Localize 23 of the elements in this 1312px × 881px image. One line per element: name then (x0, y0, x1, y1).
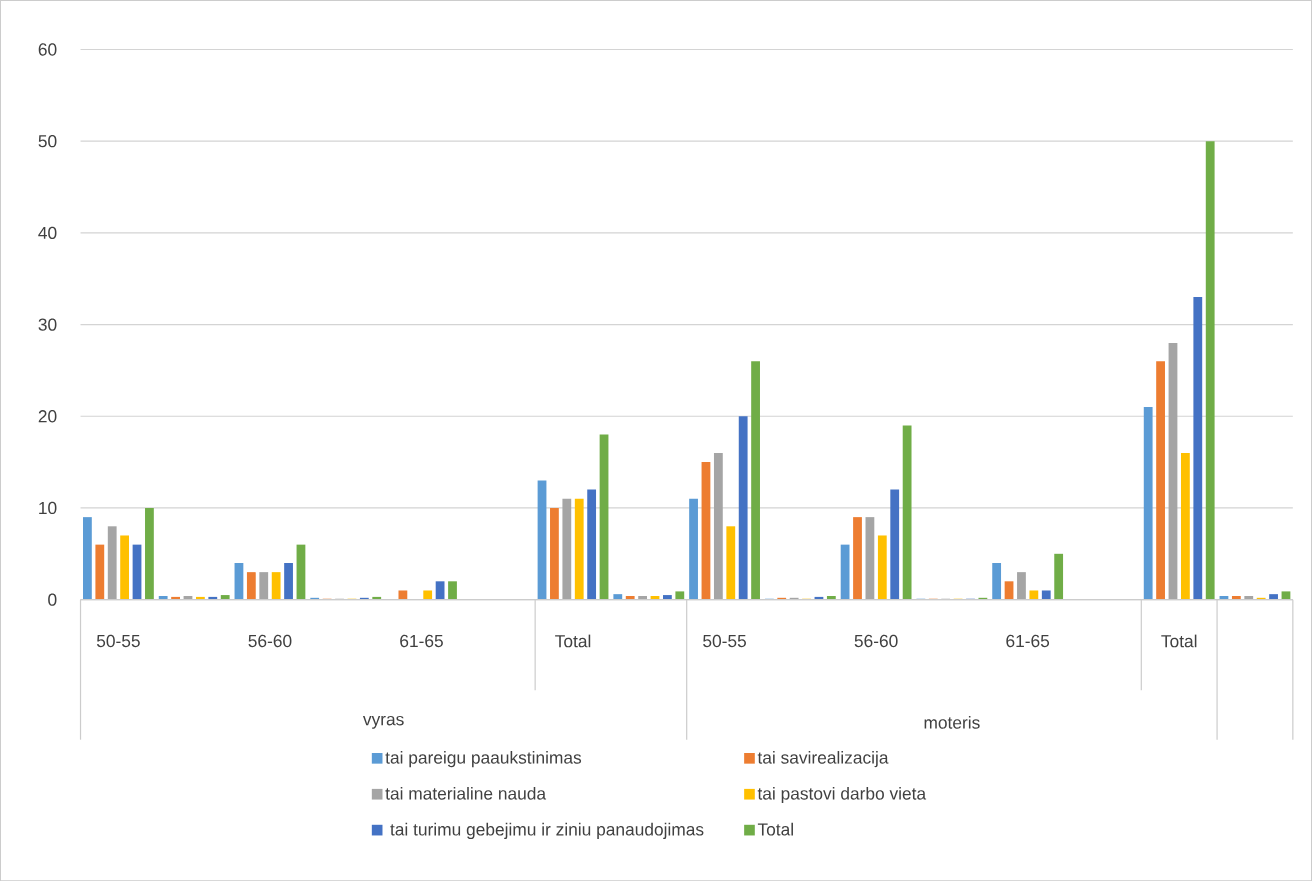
legend-label: tai materialine nauda (385, 786, 547, 800)
y-tick-label: 60 (38, 43, 57, 56)
y-tick-label: 40 (38, 226, 57, 239)
x-tick-label: Total (1161, 634, 1197, 648)
legend-label: tai turimu gebejimu ir ziniu panaudojimas (390, 822, 704, 839)
legend-label: tai pareigu paaukstinimas (385, 750, 582, 768)
y-tick-label: 50 (38, 134, 57, 148)
y-tick-label: 20 (38, 410, 57, 423)
legend-label: tai pastovi darbo vieta (757, 786, 927, 803)
text: vyras (362, 715, 404, 729)
x-tick-label: 50-55 (703, 634, 746, 648)
legend-label: Total (757, 822, 793, 836)
y-tick-label: 0 (48, 593, 57, 606)
x-tick-label: 56-60 (248, 634, 292, 648)
x-tick-label: 56-60 (854, 634, 898, 648)
x-tick-label: 50-55 (96, 634, 140, 648)
x-tick-label: 61-65 (1006, 634, 1050, 648)
y-tick-label: 10 (39, 501, 57, 514)
x-tick-label: Total (555, 634, 591, 648)
x-tick-label: 61-65 (400, 634, 443, 648)
text: moteris (924, 715, 980, 729)
legend-label: tai savirealizacija (757, 750, 889, 768)
y-tick-label: 30 (38, 318, 57, 331)
